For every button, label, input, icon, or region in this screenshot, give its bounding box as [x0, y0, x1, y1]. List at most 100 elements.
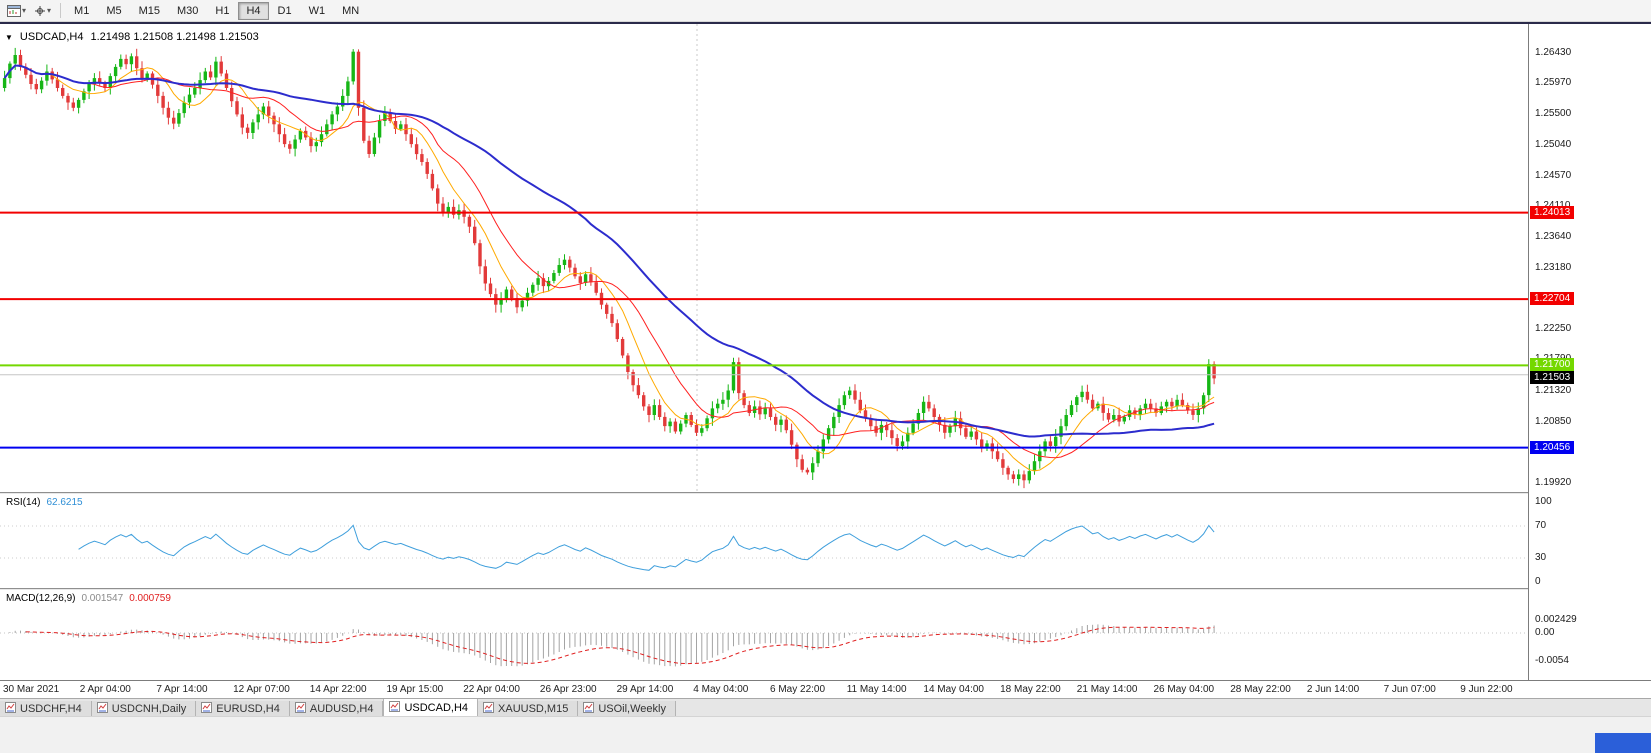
rsi-value: 62.6215 [46, 497, 82, 508]
rsi-tick-label: 30 [1535, 552, 1546, 563]
timeframe-button-w1[interactable]: W1 [301, 2, 334, 20]
chart-ohlc-values: 1.21498 1.21508 1.21498 1.21503 [91, 31, 259, 43]
time-tick-label: 26 Apr 23:00 [540, 684, 597, 695]
chart-tab-label: AUDUSD,H4 [310, 703, 374, 715]
chart-tab-label: USDCNH,Daily [112, 703, 187, 715]
line-price-badge: 1.20456 [1530, 441, 1574, 454]
macd-tick-label: -0.0054 [1535, 655, 1569, 666]
price-tick-label: 1.25970 [1535, 77, 1571, 88]
rsi-tick-label: 70 [1535, 520, 1546, 531]
time-tick-label: 6 May 22:00 [770, 684, 825, 695]
chart-tab-usdcad-h4[interactable]: USDCAD,H4 [383, 699, 478, 716]
timeframe-buttons: M1M5M15M30H1H4D1W1MN [66, 2, 367, 20]
price-tick-label: 1.23180 [1535, 262, 1571, 273]
chevron-down-icon: ▾ [22, 6, 26, 15]
chart-tab-icon [295, 702, 306, 713]
time-tick-label: 7 Jun 07:00 [1384, 684, 1436, 695]
chart-window-icon [7, 5, 21, 17]
time-tick-label: 29 Apr 14:00 [617, 684, 674, 695]
time-tick-label: 30 Mar 2021 [3, 684, 59, 695]
chart-tab-icon [201, 702, 212, 713]
chevron-down-icon: ▾ [47, 6, 51, 15]
chart-tab-usdcnh-daily[interactable]: USDCNH,Daily [92, 701, 197, 716]
chart-tab-icon [5, 702, 16, 713]
price-tick-label: 1.21320 [1535, 385, 1571, 396]
chart-tab-audusd-h4[interactable]: AUDUSD,H4 [290, 701, 384, 716]
macd-main-value: 0.001547 [81, 593, 123, 604]
time-tick-label: 14 Apr 22:00 [310, 684, 367, 695]
price-tick-label: 1.25500 [1535, 108, 1571, 119]
bottom-strip [0, 716, 1651, 753]
macd-name: MACD(12,26,9) [6, 593, 75, 604]
bottom-right-accent [1595, 733, 1651, 753]
line-price-badge: 1.24013 [1530, 206, 1574, 219]
chart-plot-area[interactable]: ▼ USDCAD,H4 1.21498 1.21508 1.21498 1.21… [0, 24, 1528, 698]
chart-tab-eurusd-h4[interactable]: EURUSD,H4 [196, 701, 290, 716]
rsi-tick-label: 100 [1535, 496, 1552, 507]
time-tick-label: 11 May 14:00 [847, 684, 907, 695]
chart-tab-icon [483, 702, 494, 713]
mt4-window: ▾ ▾ M1M5M15M30H1H4D1W1MN ▼ USDCAD,H4 1.2… [0, 0, 1651, 753]
macd-signal-value: 0.000759 [129, 593, 171, 604]
time-tick-label: 26 May 04:00 [1154, 684, 1215, 695]
macd-indicator-label: MACD(12,26,9) 0.001547 0.000759 [6, 593, 171, 604]
chart-tab-label: USOil,Weekly [598, 703, 666, 715]
price-tick-label: 1.25040 [1535, 139, 1571, 150]
time-tick-label: 2 Jun 14:00 [1307, 684, 1359, 695]
price-tick-label: 1.19920 [1535, 477, 1571, 488]
timeframe-button-h1[interactable]: H1 [207, 2, 237, 20]
chart-tab-icon [389, 701, 400, 712]
time-tick-label: 4 May 04:00 [693, 684, 748, 695]
collapse-objects-icon[interactable]: ▼ [5, 33, 13, 42]
rsi-name: RSI(14) [6, 497, 40, 508]
chart-tabs-bar: USDCHF,H4 USDCNH,Daily EURUSD,H4 AUDUSD,H4 U… [0, 698, 1651, 716]
price-axis[interactable]: 1.264301.259701.255001.250401.245701.241… [1528, 24, 1651, 680]
time-axis[interactable]: 30 Mar 2021 2 Apr 04:00 7 Apr 14:00 12 Apr … [0, 680, 1651, 698]
time-tick-label: 12 Apr 07:00 [233, 684, 290, 695]
panel-divider[interactable] [0, 588, 1651, 590]
rsi-tick-label: 0 [1535, 576, 1541, 587]
time-tick-label: 14 May 04:00 [923, 684, 984, 695]
crosshair-icon [34, 5, 46, 17]
chart-tab-xauusd-m15[interactable]: XAUUSD,M15 [478, 701, 578, 716]
time-tick-label: 21 May 14:00 [1077, 684, 1138, 695]
chart-tab-label: XAUUSD,M15 [498, 703, 568, 715]
line-price-badge: 1.22704 [1530, 292, 1574, 305]
chart-tab-label: USDCAD,H4 [404, 702, 468, 714]
chart-tab-icon [97, 702, 108, 713]
time-tick-label: 22 Apr 04:00 [463, 684, 520, 695]
time-tick-label: 18 May 22:00 [1000, 684, 1061, 695]
chart-window-button[interactable]: ▾ [3, 2, 30, 20]
chart-tab-label: USDCHF,H4 [20, 703, 82, 715]
chart-tab-usdchf-h4[interactable]: USDCHF,H4 [0, 701, 92, 716]
time-tick-label: 2 Apr 04:00 [80, 684, 131, 695]
panel-divider[interactable] [0, 492, 1651, 494]
time-tick-label: 7 Apr 14:00 [156, 684, 207, 695]
current-price-badge: 1.21503 [1530, 371, 1574, 384]
macd-canvas[interactable] [0, 590, 1528, 680]
price-tick-label: 1.23640 [1535, 231, 1571, 242]
price-tick-label: 1.20850 [1535, 416, 1571, 427]
chart-tab-usoil-weekly[interactable]: USOil,Weekly [578, 701, 676, 716]
time-tick-label: 9 Jun 22:00 [1460, 684, 1512, 695]
chart-symbol-period: USDCAD,H4 [20, 31, 84, 43]
crosshair-button[interactable]: ▾ [30, 2, 55, 20]
price-tick-label: 1.24570 [1535, 170, 1571, 181]
time-tick-label: 28 May 22:00 [1230, 684, 1291, 695]
rsi-canvas[interactable] [0, 494, 1528, 588]
chart-tab-icon [583, 702, 594, 713]
timeframe-button-m1[interactable]: M1 [66, 2, 97, 20]
price-tick-label: 1.22250 [1535, 323, 1571, 334]
line-price-badge: 1.21700 [1530, 358, 1574, 371]
macd-tick-label: 0.002429 [1535, 614, 1577, 625]
price-tick-label: 1.26430 [1535, 47, 1571, 58]
timeframe-button-h4[interactable]: H4 [238, 2, 268, 20]
timeframe-button-d1[interactable]: D1 [270, 2, 300, 20]
timeframe-button-m5[interactable]: M5 [98, 2, 129, 20]
toolbar-separator [60, 3, 61, 18]
timeframe-button-m30[interactable]: M30 [169, 2, 206, 20]
timeframe-button-m15[interactable]: M15 [131, 2, 168, 20]
timeframe-button-mn[interactable]: MN [334, 2, 367, 20]
macd-tick-label: 0.00 [1535, 627, 1554, 638]
price-chart-canvas[interactable] [0, 24, 1528, 492]
